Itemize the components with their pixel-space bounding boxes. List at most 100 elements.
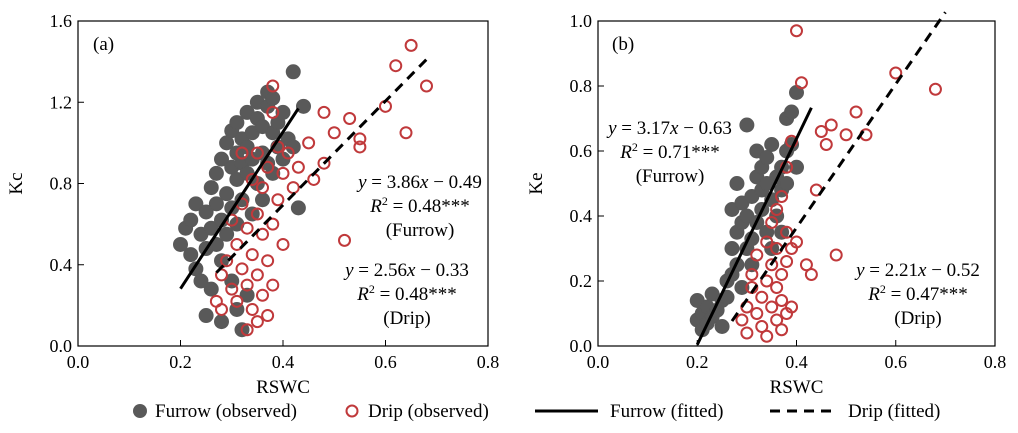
drip-point	[755, 290, 769, 304]
furrow-annotation-line: y = 3.86x − 0.49	[356, 172, 482, 193]
drip-point	[794, 76, 808, 90]
drip-point	[245, 248, 259, 262]
y-axis-label: Kc	[6, 172, 27, 194]
drip-point	[765, 300, 779, 314]
x-tick-label: 0.2	[686, 352, 709, 372]
panel-label: (b)	[612, 34, 634, 55]
drip-point	[276, 237, 290, 251]
drip-annotation-line: (Drip)	[894, 308, 941, 329]
furrow-point	[239, 287, 255, 303]
drip-point	[775, 323, 789, 337]
drip-point	[889, 66, 903, 80]
furrow-point	[290, 200, 306, 216]
drip-point	[240, 278, 254, 292]
drip-point	[790, 235, 803, 249]
furrow-annotation-line: (Furrow)	[636, 166, 705, 187]
x-tick-label: 0.4	[785, 352, 808, 372]
legend-drip-fitted-label: Drip (fitted)	[848, 401, 940, 422]
drip-annotation-line: y = 2.21x − 0.52	[854, 260, 980, 281]
panel-label: (a)	[93, 34, 114, 55]
drip-point	[819, 138, 833, 151]
drip-point	[220, 254, 234, 268]
x-tick-label: 0.8	[477, 352, 500, 372]
drip-point	[250, 268, 264, 282]
y-tick-label: 1.2	[50, 92, 73, 112]
drip-point	[775, 294, 789, 307]
drip-point	[790, 24, 803, 38]
furrow-point	[714, 319, 730, 334]
drip-point	[209, 294, 223, 308]
furrow-point	[193, 273, 209, 289]
drip-point	[804, 268, 818, 281]
x-tick-label: 0.6	[374, 352, 397, 372]
drip-point	[760, 274, 774, 288]
drip-point	[760, 235, 774, 249]
drip-annotation-line: R2 = 0.47***	[867, 282, 968, 305]
y-tick-label: 1.0	[570, 11, 593, 31]
drip-point	[755, 320, 769, 333]
y-tick-label: 0.8	[570, 76, 593, 96]
furrow-point	[265, 90, 281, 106]
drip-point	[399, 126, 413, 140]
x-tick-label: 0.0	[587, 352, 610, 372]
drip-point	[250, 146, 264, 160]
drip-point	[770, 203, 784, 216]
drip-point	[353, 140, 367, 154]
x-tick-label: 0.0	[67, 352, 90, 372]
drip-point	[785, 300, 799, 314]
drip-point	[404, 38, 418, 52]
drip-point	[256, 181, 269, 195]
drip-annotation-line: (Drip)	[383, 308, 430, 329]
drip-point	[261, 309, 275, 323]
furrow-point	[198, 204, 214, 220]
legend-furrow-observed-label: Furrow (observed)	[155, 401, 297, 422]
drip-point	[814, 125, 828, 138]
furrow-point	[203, 220, 219, 236]
furrow-point	[789, 159, 804, 175]
drip-point	[735, 313, 749, 327]
drip-point	[261, 160, 275, 174]
drip-point	[271, 193, 285, 207]
drip-point	[849, 105, 863, 119]
y-tick-label: 0.8	[50, 174, 73, 194]
x-tick-label: 0.2	[169, 352, 192, 372]
drip-point	[266, 79, 280, 93]
drip-fit-line	[730, 11, 947, 322]
drip-point	[240, 221, 254, 235]
drip-point	[230, 294, 244, 308]
y-tick-label: 0.4	[570, 206, 593, 226]
drip-point	[225, 282, 239, 296]
x-tick-label: 0.4	[272, 352, 295, 372]
furrow-point	[724, 241, 740, 256]
y-tick-label: 1.6	[50, 11, 73, 31]
drip-point	[824, 118, 838, 132]
furrow-point	[183, 247, 199, 263]
drip-point	[266, 278, 280, 292]
furrow-point	[219, 226, 235, 242]
drip-point	[291, 160, 305, 174]
furrow-point	[173, 236, 188, 252]
furrow-point	[219, 186, 235, 202]
drip-point	[215, 302, 228, 316]
furrow-annotation-line: y = 3.17x − 0.63	[606, 118, 732, 139]
legend-drip-observed-label: Drip (observed)	[368, 401, 489, 422]
furrow-point	[203, 281, 219, 297]
drip-point	[775, 268, 789, 281]
drip-point	[317, 156, 331, 170]
furrow-point	[229, 115, 245, 131]
drip-point	[261, 254, 275, 268]
drip-point	[235, 146, 249, 160]
drip-point	[343, 112, 357, 125]
drip-point	[286, 181, 300, 195]
furrow-fit-line	[179, 107, 300, 290]
drip-point	[240, 323, 254, 337]
drip-point	[780, 255, 794, 268]
x-axis-label: RSWC	[256, 377, 310, 398]
drip-point	[770, 313, 784, 327]
drip-point	[353, 132, 367, 146]
drip-point	[250, 315, 264, 329]
furrow-point	[214, 151, 229, 167]
drip-point	[250, 207, 264, 221]
drip-annotation-line: R2 = 0.48***	[356, 282, 457, 305]
